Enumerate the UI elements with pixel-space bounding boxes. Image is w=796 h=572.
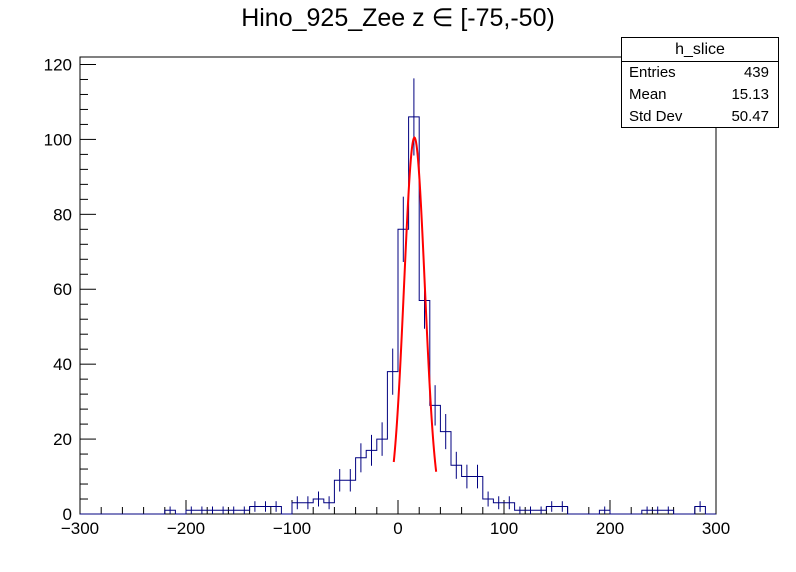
y-tick-label: 120 bbox=[44, 55, 72, 74]
stats-title: h_slice bbox=[622, 38, 778, 62]
stats-value: 50.47 bbox=[731, 108, 769, 125]
gaussian-fit-curve bbox=[392, 136, 438, 472]
chart-title: Hino_925_Zee z ∈ [-75,-50) bbox=[241, 4, 555, 32]
y-tick-label: 100 bbox=[44, 130, 72, 149]
stats-label: Entries bbox=[629, 64, 676, 81]
stats-value: 439 bbox=[743, 64, 769, 81]
y-tick-label: 20 bbox=[53, 430, 72, 449]
stats-value: 15.13 bbox=[731, 86, 769, 103]
stats-row-stddev: Std Dev 50.47 bbox=[622, 106, 778, 128]
y-tick-label: 80 bbox=[53, 205, 72, 224]
x-tick-label: 300 bbox=[702, 519, 730, 538]
x-tick-label: −100 bbox=[273, 519, 311, 538]
histogram-outline bbox=[80, 116, 716, 515]
stats-box: h_slice Entries 439 Mean 15.13 Std Dev 5… bbox=[621, 37, 779, 128]
y-tick-label: 0 bbox=[63, 505, 72, 524]
y-tick-label: 60 bbox=[53, 280, 72, 299]
x-tick-label: 100 bbox=[490, 519, 518, 538]
stats-label: Std Dev bbox=[629, 108, 683, 125]
x-tick-label: −200 bbox=[167, 519, 205, 538]
x-tick-label: 200 bbox=[596, 519, 624, 538]
x-tick-label: −300 bbox=[61, 519, 99, 538]
x-tick-label: 0 bbox=[393, 519, 402, 538]
stats-label: Mean bbox=[629, 86, 667, 103]
stats-row-entries: Entries 439 bbox=[622, 62, 778, 84]
y-tick-label: 40 bbox=[53, 355, 72, 374]
stats-row-mean: Mean 15.13 bbox=[622, 84, 778, 106]
